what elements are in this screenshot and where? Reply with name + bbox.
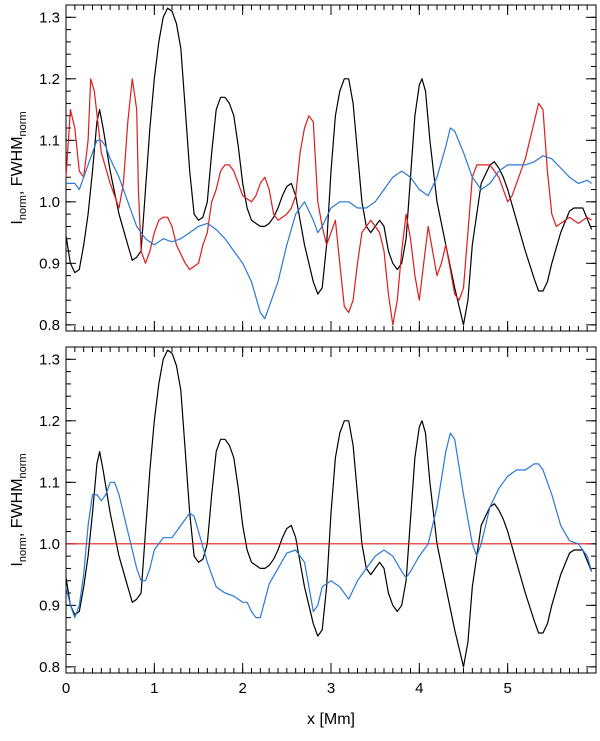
- series-group-top: [65, 7, 593, 326]
- y-tick-label: 1.0: [39, 536, 60, 553]
- panel-top: 0.8 0.9 1.0 1.1 1.2 1.3 Inorm, FWHMnorm: [9, 4, 597, 334]
- ticks-top: [65, 5, 597, 331]
- y-tick-label: 1.3: [39, 351, 60, 368]
- x-tick-label: 3: [327, 680, 335, 697]
- series-line-3: [66, 127, 592, 320]
- series-line-2: [65, 78, 592, 326]
- y-tick-label: 1.1: [39, 132, 60, 149]
- x-tick-label: 0: [62, 680, 70, 697]
- x-axis-label: x [Mm]: [307, 711, 355, 728]
- series-line-1: [65, 7, 593, 326]
- x-tick-labels-bottom: 0 1 2 3 4 5: [62, 680, 512, 697]
- y-tick-label: 0.9: [39, 597, 60, 614]
- series-line-3: [65, 432, 593, 619]
- y-tick-labels-bottom: 0.8 0.9 1.0 1.1 1.2 1.3: [39, 351, 60, 676]
- y-tick-label: 1.2: [39, 413, 60, 430]
- y-tick-label: 1.2: [39, 71, 60, 88]
- series-line-1: [65, 349, 593, 668]
- y-tick-label: 1.0: [39, 194, 60, 211]
- x-tick-label: 1: [150, 680, 158, 697]
- series-group-bottom: [65, 349, 593, 668]
- ticks-bottom: [65, 347, 597, 673]
- x-tick-label: 4: [415, 680, 423, 697]
- y-tick-label: 0.9: [39, 255, 60, 272]
- y-tick-label: 1.3: [39, 9, 60, 26]
- y-tick-label: 0.8: [39, 659, 60, 676]
- y-tick-label: 0.8: [39, 317, 60, 334]
- y-axis-label-bottom: Inorm, FWHMnorm: [9, 453, 29, 566]
- y-axis-label-top: Inorm, FWHMnorm: [9, 111, 29, 224]
- x-tick-label: 2: [238, 680, 246, 697]
- panel-bottom: 0.8 0.9 1.0 1.1 1.2 1.3 0 1 2 3 4 5 Inorm, FWHMnor…: [9, 346, 597, 728]
- x-tick-label: 5: [503, 680, 511, 697]
- y-tick-labels-top: 0.8 0.9 1.0 1.1 1.2 1.3: [39, 9, 60, 334]
- y-tick-label: 1.1: [39, 474, 60, 491]
